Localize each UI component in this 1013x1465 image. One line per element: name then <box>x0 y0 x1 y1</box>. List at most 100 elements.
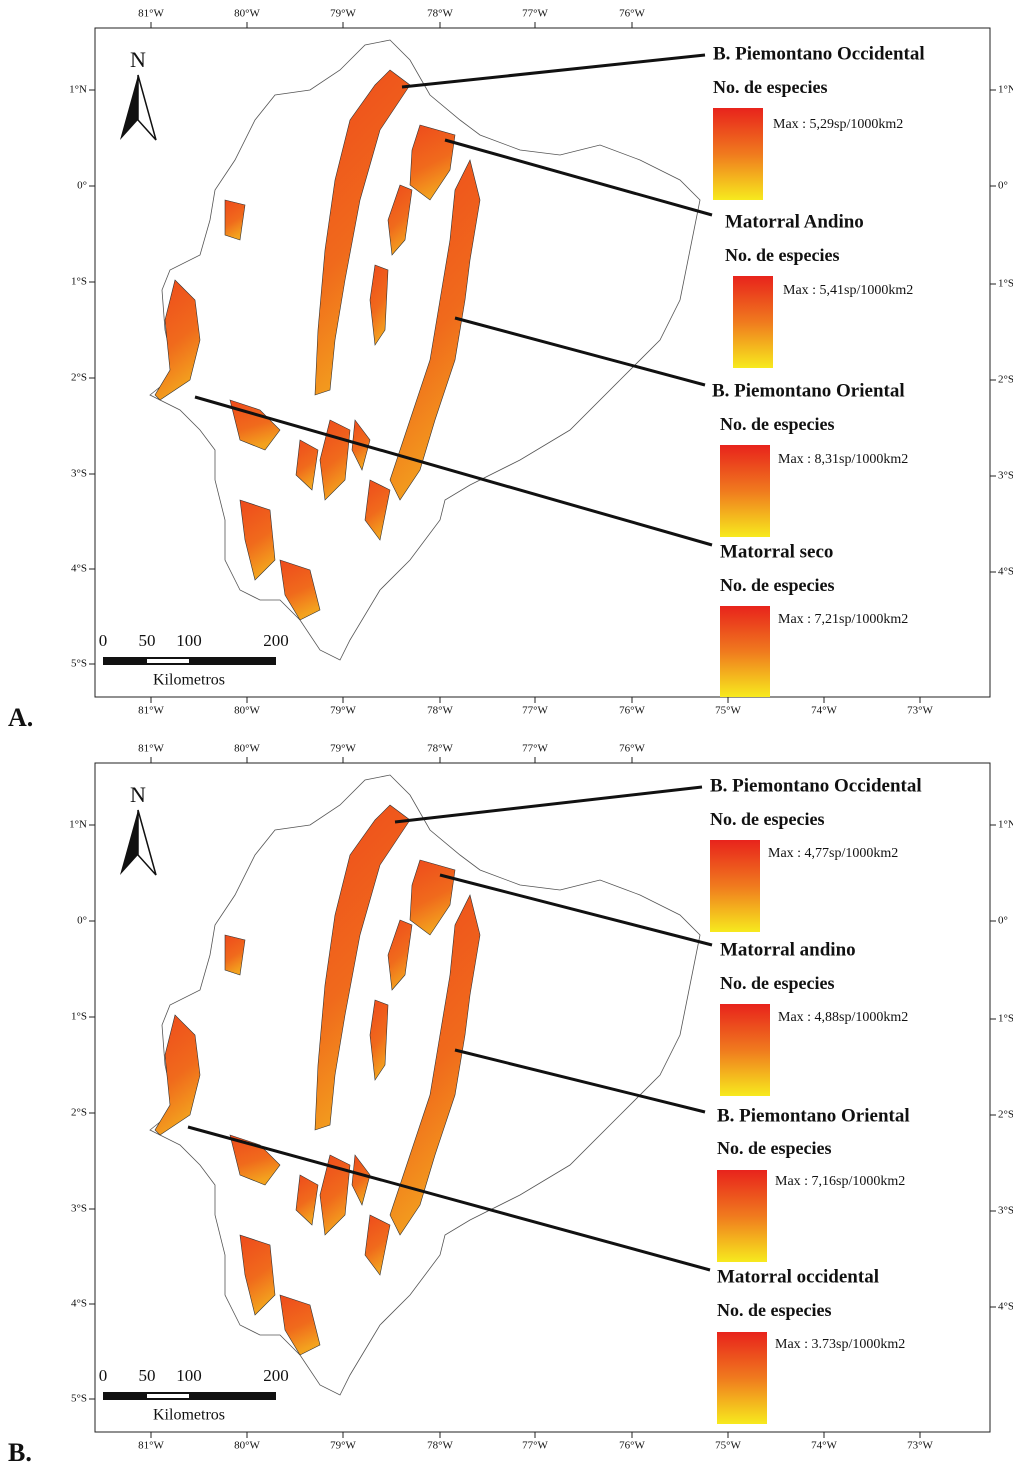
legend-title: B. Piemontano Oriental <box>712 380 905 401</box>
bottom-axis-label: 74°W <box>811 705 837 717</box>
legend-ramp <box>710 840 760 932</box>
right-axis-label: 4°S <box>998 566 1013 578</box>
leader-line <box>394 785 703 824</box>
distribution-area <box>351 1154 371 1206</box>
bottom-axis-label: 74°W <box>811 1440 837 1452</box>
scale-bar <box>103 657 276 665</box>
left-axis-label: 3°S <box>71 468 87 480</box>
distribution-area <box>224 934 246 976</box>
scale-label: 50 <box>139 1366 156 1385</box>
left-axis-label: 2°S <box>71 372 87 384</box>
top-axis-label: 81°W <box>138 743 164 755</box>
left-axis-label: 4°S <box>71 563 87 575</box>
country-outline <box>149 774 701 1396</box>
legend-ramp <box>720 606 770 697</box>
scale-bar <box>103 1392 276 1400</box>
legend-ramp <box>720 445 770 537</box>
map-panel: 81°W 80°W 79°W 78°W 77°W 76°W 81°W 80°W 79°W 78°W… <box>8 743 1013 1465</box>
bottom-axis-label: 77°W <box>522 705 548 717</box>
leader-line <box>194 395 713 547</box>
distribution-area <box>229 399 281 451</box>
top-axis-label: 76°W <box>619 743 645 755</box>
distribution-area <box>239 1234 276 1316</box>
legend-max: Max : 3.73sp/1000km2 <box>775 1337 905 1352</box>
scale-unit: Kilometros <box>153 1407 225 1424</box>
legend-subtitle: No. de especies <box>717 1300 831 1320</box>
north-label: N <box>130 782 146 807</box>
right-axis-label: 2°S <box>998 374 1013 386</box>
distribution-area <box>409 124 456 201</box>
left-axis-label: 5°S <box>71 658 87 670</box>
north-arrow-left <box>120 810 138 875</box>
top-axis-label: 81°W <box>138 8 164 20</box>
scale-label: 200 <box>263 1366 289 1385</box>
bottom-axis-label: 75°W <box>715 1440 741 1452</box>
north-arrow-right <box>137 74 157 141</box>
distribution-area <box>154 279 201 401</box>
top-axis-label: 76°W <box>619 8 645 20</box>
north-arrow-left <box>120 75 138 140</box>
right-axis-label: 0° <box>998 180 1008 192</box>
left-axis-label: 4°S <box>71 1298 87 1310</box>
distribution-area <box>389 159 481 501</box>
top-axis-label: 77°W <box>522 743 548 755</box>
legend-max: Max : 5,29sp/1000km2 <box>773 117 903 132</box>
bottom-axis-label: 80°W <box>234 705 260 717</box>
leader-line <box>454 316 706 387</box>
distribution-area <box>387 184 413 256</box>
leader-line <box>401 53 706 89</box>
legend-ramp <box>717 1332 767 1424</box>
legend-subtitle: No. de especies <box>725 245 839 265</box>
left-axis-label: 1°N <box>69 819 87 831</box>
north-arrow-right <box>137 809 157 876</box>
distribution-area <box>295 439 319 491</box>
top-axis-label: 80°W <box>234 8 260 20</box>
distribution-area <box>369 999 389 1081</box>
scale-label: 100 <box>176 631 202 650</box>
legend-max: Max : 4,88sp/1000km2 <box>778 1010 908 1025</box>
distribution-area <box>224 199 246 241</box>
distribution-area <box>314 804 411 1131</box>
country-outline <box>149 39 701 661</box>
legend-subtitle: No. de especies <box>713 77 827 97</box>
bottom-axis-label: 80°W <box>234 1440 260 1452</box>
top-axis-label: 79°W <box>330 743 356 755</box>
scale-bar-segment <box>147 659 189 663</box>
legend-subtitle: No. de especies <box>720 575 834 595</box>
north-label: N <box>130 47 146 72</box>
distribution-area <box>364 479 391 541</box>
bottom-axis-label: 79°W <box>330 1440 356 1452</box>
distribution-area <box>279 1294 321 1356</box>
leader-line <box>187 1125 711 1272</box>
legend-max: Max : 7,21sp/1000km2 <box>778 612 908 627</box>
distribution-area <box>387 919 413 991</box>
scale-label: 100 <box>176 1366 202 1385</box>
bottom-axis-label: 79°W <box>330 705 356 717</box>
left-axis-label: 3°S <box>71 1203 87 1215</box>
right-axis-label: 1°N <box>998 819 1013 831</box>
legend-subtitle: No. de especies <box>720 414 834 434</box>
distribution-area <box>295 1174 319 1226</box>
legend-title: B. Piemontano Occidental <box>713 43 925 64</box>
legend-max: Max : 4,77sp/1000km2 <box>768 846 898 861</box>
bottom-axis-label: 75°W <box>715 705 741 717</box>
legend-subtitle: No. de especies <box>720 973 834 993</box>
leader-line <box>454 1048 706 1114</box>
left-axis-label: 1°N <box>69 84 87 96</box>
right-axis-label: 0° <box>998 915 1008 927</box>
legend-ramp <box>733 276 773 368</box>
left-axis-label: 0° <box>77 915 87 927</box>
leader-line <box>444 138 713 217</box>
distribution-area <box>364 1214 391 1276</box>
bottom-axis-label: 76°W <box>619 1440 645 1452</box>
distribution-area <box>239 499 276 581</box>
bottom-axis-label: 81°W <box>138 1440 164 1452</box>
scale-unit: Kilometros <box>153 672 225 689</box>
scale-label: 50 <box>139 631 156 650</box>
right-axis-label: 1°S <box>998 1013 1013 1025</box>
bottom-axis-label: 73°W <box>907 1440 933 1452</box>
distribution-area <box>154 1014 201 1136</box>
legend-subtitle: No. de especies <box>717 1138 831 1158</box>
right-axis-label: 4°S <box>998 1301 1013 1313</box>
